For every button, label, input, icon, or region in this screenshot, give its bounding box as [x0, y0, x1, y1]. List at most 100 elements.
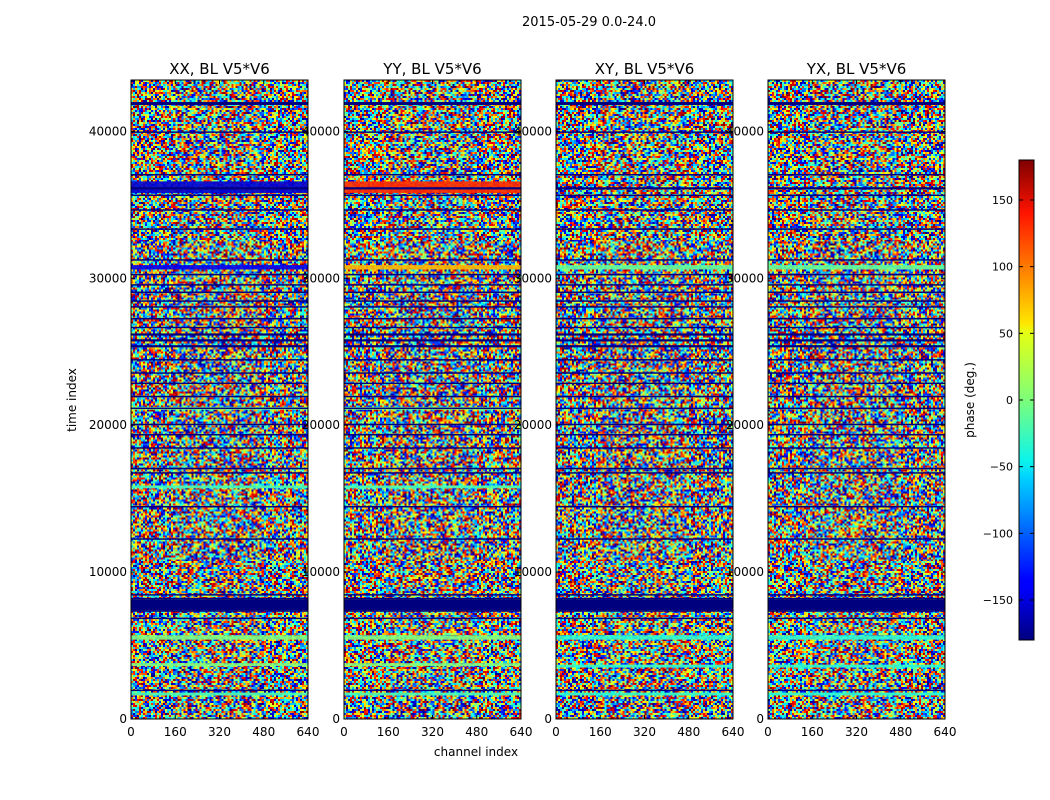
flagged-band	[556, 326, 733, 329]
flagged-band	[768, 174, 945, 176]
flagged-band	[768, 333, 945, 336]
flagged-band	[768, 284, 945, 286]
flagged-band	[344, 472, 521, 474]
y-tick-label: 20000	[514, 418, 552, 432]
flagged-band	[131, 617, 308, 620]
flagged-band	[556, 610, 733, 612]
flagged-band	[344, 174, 521, 176]
heatmap-panels: XX, BL V5*V6 0 160 320 480 640 0 10000 20000 3000…	[89, 60, 957, 739]
panel-title: XX, BL V5*V6	[169, 60, 270, 78]
flagged-band	[768, 617, 945, 620]
x-tick-label: 160	[377, 725, 400, 739]
flagged-band	[768, 273, 945, 276]
flagged-band	[768, 259, 945, 261]
flagged-band	[556, 273, 733, 276]
phase-stripe	[768, 664, 945, 668]
x-tick-label: 640	[722, 725, 745, 739]
flagged-band	[556, 300, 733, 302]
colorbar-tick-label: 0	[1006, 394, 1013, 407]
phase-stripe	[768, 635, 945, 640]
flagged-band	[556, 597, 733, 600]
x-tick-label: 640	[297, 725, 320, 739]
flagged-band	[768, 447, 945, 449]
flagged-band	[768, 407, 945, 410]
x-tick-label: 320	[845, 725, 868, 739]
flagged-band	[556, 372, 733, 374]
panel-xy: XY, BL V5*V6 0 160 320 480 640 0 10000 20000 3000…	[514, 60, 745, 739]
flagged-band	[556, 689, 733, 692]
flagged-band	[131, 538, 308, 540]
flagged-band	[344, 597, 521, 600]
flagged-band	[768, 228, 945, 230]
y-tick-label: 0	[756, 712, 764, 726]
flagged-band	[768, 326, 945, 329]
x-tick-label: 480	[465, 725, 488, 739]
flagged-band	[768, 382, 945, 385]
flagged-band	[344, 209, 521, 211]
flagged-band	[344, 333, 521, 336]
phase-stripe	[344, 635, 521, 640]
flagged-band	[344, 345, 521, 348]
flagged-band	[344, 300, 521, 302]
panel-heatmap-body	[344, 80, 521, 719]
flagged-band	[768, 194, 945, 197]
y-tick-label: 20000	[89, 418, 127, 432]
y-tick-label: 0	[332, 712, 340, 726]
panel-title: XY, BL V5*V6	[595, 60, 695, 78]
flagged-band	[768, 187, 945, 190]
x-tick-label: 320	[633, 725, 656, 739]
flagged-band	[768, 339, 945, 342]
flagged-band	[768, 423, 945, 426]
flagged-band	[556, 306, 733, 308]
flagged-band	[344, 359, 521, 361]
phase-stripe	[344, 692, 521, 696]
flagged-band	[556, 284, 733, 286]
phase-stripe	[556, 635, 733, 640]
flagged-band	[556, 194, 733, 197]
chart-title: 2015-05-29 0.0-24.0	[522, 15, 656, 30]
colorbar-tick-label: 150	[992, 194, 1013, 207]
flagged-band	[131, 174, 308, 176]
flagged-band	[768, 467, 945, 470]
x-tick-label: 0	[764, 725, 772, 739]
flagged-band	[344, 339, 521, 342]
y-axis-label: time index	[65, 368, 79, 432]
phase-stripe	[556, 664, 733, 668]
panel-title: YY, BL V5*V6	[382, 60, 481, 78]
flagged-band	[556, 333, 733, 336]
flagged-band	[344, 423, 521, 426]
flagged-band	[768, 345, 945, 348]
phase-stripe	[344, 485, 521, 489]
flagged-band	[131, 472, 308, 474]
flagged-band	[131, 345, 308, 348]
y-tick-label: 40000	[89, 124, 127, 138]
phase-stripe	[556, 265, 733, 270]
flagged-band	[131, 273, 308, 276]
flagged-band	[344, 407, 521, 410]
flagged-band	[344, 317, 521, 320]
flagged-band	[768, 506, 945, 508]
flagged-band	[131, 187, 308, 190]
flagged-band	[768, 102, 945, 105]
panel-heatmap-body	[131, 80, 308, 719]
flagged-band	[768, 610, 945, 612]
colorbar-tick-label: −100	[983, 527, 1013, 540]
y-tick-label: 20000	[726, 418, 764, 432]
flagged-band	[344, 102, 521, 105]
flagged-band	[556, 131, 733, 133]
flagged-band	[768, 538, 945, 540]
flagged-band	[556, 423, 733, 426]
flagged-band	[131, 506, 308, 508]
flagged-band	[344, 467, 521, 470]
flagged-band	[344, 326, 521, 329]
flagged-band	[131, 447, 308, 449]
y-tick-label: 30000	[726, 271, 764, 285]
flagged-band	[768, 434, 945, 436]
flagged-band	[768, 209, 945, 211]
phase-stripe	[131, 265, 308, 270]
flagged-band	[131, 284, 308, 286]
flagged-band	[556, 407, 733, 410]
flagged-band	[556, 187, 733, 190]
y-tick-label: 10000	[514, 565, 552, 579]
flagged-band	[131, 407, 308, 410]
